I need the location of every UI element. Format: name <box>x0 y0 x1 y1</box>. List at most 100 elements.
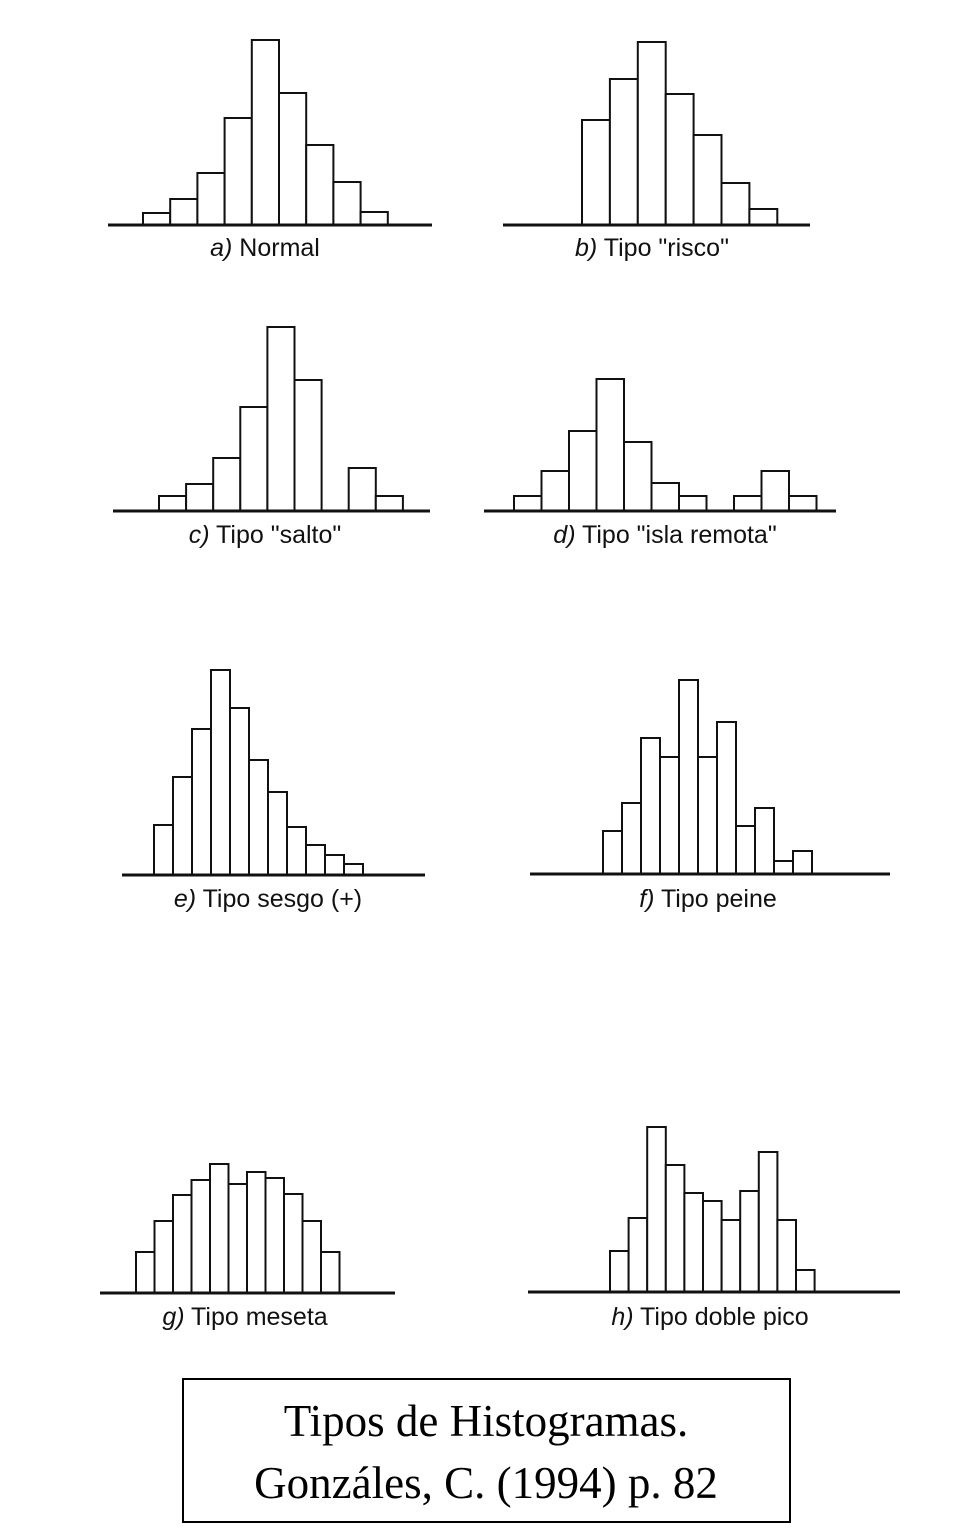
caption-title: Tipo "risco" <box>604 234 729 262</box>
bar <box>636 41 667 226</box>
bar <box>278 92 308 226</box>
bar <box>223 117 253 226</box>
histogram-caption: f) Tipo peine <box>639 885 777 913</box>
caption-title: Tipo "isla remota" <box>582 521 777 549</box>
histogram-caption: a) Normal <box>210 234 320 262</box>
bar <box>153 824 174 876</box>
bar <box>343 863 364 876</box>
bar <box>191 728 212 876</box>
caption-line: Tipos de Histogramas. <box>284 1396 689 1446</box>
bar <box>293 379 323 512</box>
bar <box>659 756 680 875</box>
bar <box>602 830 623 875</box>
bar <box>250 39 281 226</box>
bar <box>248 759 269 876</box>
bar <box>609 1250 630 1293</box>
bar <box>795 1269 816 1293</box>
bar <box>229 707 250 876</box>
bar <box>581 119 611 226</box>
bar <box>683 1192 705 1293</box>
bar <box>739 1190 760 1293</box>
bar <box>374 495 404 512</box>
bar <box>301 1220 322 1294</box>
bar <box>347 467 377 512</box>
caption-letter: f) <box>639 885 654 913</box>
histogram-caption: g) Tipo meseta <box>162 1303 327 1331</box>
bar <box>305 844 326 876</box>
caption-title: Tipo sesgo (+) <box>203 885 363 913</box>
bar <box>720 182 751 226</box>
caption-title: Tipo doble pico <box>640 1303 809 1331</box>
bar <box>760 470 790 512</box>
bar <box>773 860 794 875</box>
bar <box>595 378 625 512</box>
caption-title: Tipo meseta <box>191 1303 328 1331</box>
bar <box>702 1200 723 1293</box>
bar <box>332 181 362 226</box>
caption-letter: c) <box>189 521 210 549</box>
bar <box>266 326 296 512</box>
bar <box>720 1219 742 1293</box>
caption-title: Tipo "salto" <box>216 521 341 549</box>
bar <box>735 825 756 875</box>
bar <box>664 1164 686 1293</box>
caption-letter: d) <box>553 521 575 549</box>
bar <box>754 807 775 875</box>
bar <box>640 737 661 875</box>
bar <box>568 430 598 512</box>
bar <box>212 457 242 512</box>
bar <box>757 1151 779 1293</box>
bar <box>158 495 188 512</box>
bar <box>716 721 737 875</box>
bar <box>283 1193 304 1294</box>
histogram-caption: b) Tipo "risco" <box>575 234 729 262</box>
bar <box>190 1179 211 1294</box>
bar <box>286 826 307 876</box>
caption-letter: g) <box>162 1303 184 1331</box>
bar <box>697 756 718 875</box>
caption-line: Gonzáles, C. (1994) p. 82 <box>254 1458 718 1508</box>
bar <box>185 483 215 512</box>
bar <box>320 1251 341 1294</box>
bar <box>142 212 172 226</box>
bar <box>733 495 763 512</box>
bar <box>646 1126 667 1293</box>
caption-letter: a) <box>210 234 232 262</box>
bar <box>776 1219 798 1293</box>
bar <box>623 441 653 512</box>
bar <box>664 93 695 226</box>
bar <box>513 495 543 512</box>
bar <box>788 495 818 512</box>
caption-letter: e) <box>174 885 196 913</box>
bar <box>135 1251 156 1294</box>
bar <box>692 134 723 226</box>
bar <box>172 1194 193 1294</box>
caption-letter: h) <box>611 1303 633 1331</box>
bar <box>650 482 680 512</box>
caption-title: Tipo peine <box>661 885 777 913</box>
bar <box>267 791 288 876</box>
bar <box>678 495 708 512</box>
bar <box>209 1163 230 1294</box>
caption-title: Normal <box>239 234 320 262</box>
bar <box>627 1217 649 1293</box>
bar <box>608 78 639 226</box>
histogram-caption: d) Tipo "isla remota" <box>553 521 776 549</box>
bar <box>169 198 199 226</box>
bar <box>792 850 813 875</box>
bar <box>305 144 335 226</box>
bar <box>153 1220 174 1294</box>
bar <box>678 679 699 875</box>
bar <box>621 802 642 875</box>
histogram-caption: e) Tipo sesgo (+) <box>174 885 362 913</box>
bar <box>264 1177 285 1294</box>
bar <box>359 211 389 226</box>
bar <box>227 1183 248 1294</box>
bar <box>196 172 226 226</box>
bar <box>210 669 231 876</box>
bar <box>239 406 269 512</box>
bar <box>324 854 345 876</box>
bar <box>172 776 193 876</box>
bar <box>540 470 570 512</box>
